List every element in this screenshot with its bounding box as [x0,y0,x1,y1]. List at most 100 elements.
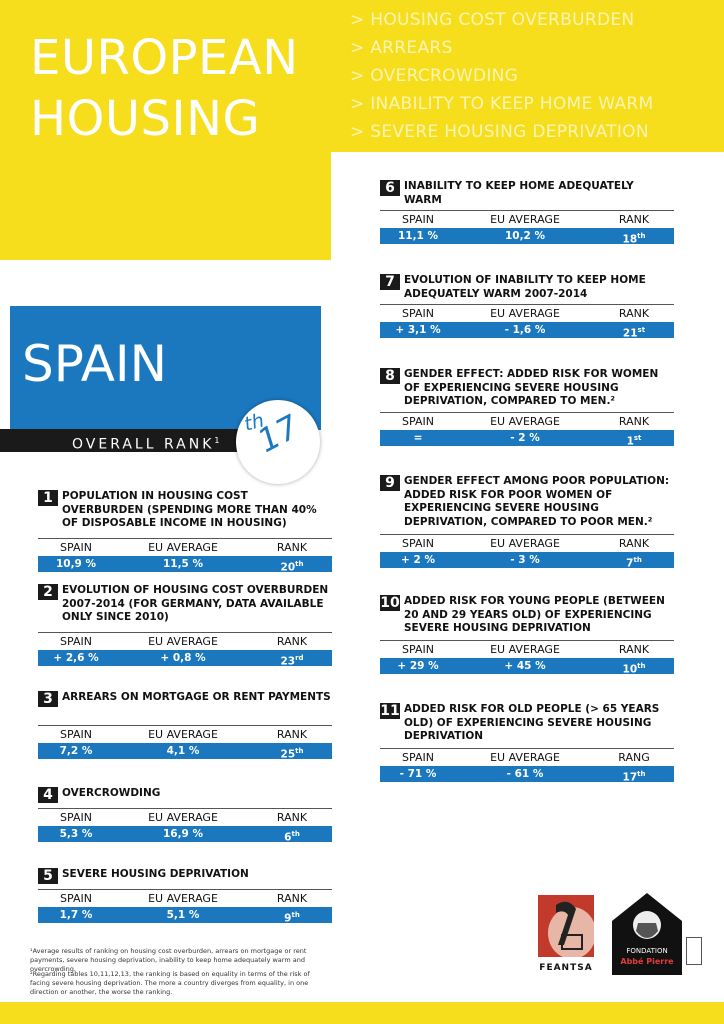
indicator-title: INABILITY TO KEEP HOME ADEQUATELY WARM [404,180,634,206]
indicator-column-headers: SPAIN EU AVERAGE RANK [38,632,332,650]
value-country: 5,3 % [59,828,93,840]
indicator-title: GENDER EFFECT AMONG POOR POPULATION: ADD… [404,475,670,528]
indicator-header: 2 EVOLUTION OF HOUSING COST OVERBURDEN 20… [38,584,332,632]
title-line-2: HOUSING [30,91,261,147]
indicator-column-headers: SPAIN EU AVERAGE RANK [38,538,332,556]
value-country: = [413,432,423,444]
indicator-values: - 71 % - 61 % 17th [380,766,674,784]
indicator-block: 3 ARREARS ON MORTGAGE OR RENT PAYMENTS SPA… [38,691,332,761]
col-header-rank: RANK [276,811,308,824]
indicator-header: 7 EVOLUTION OF INABILITY TO KEEP HOME ADE… [380,274,674,304]
house-logo-icon [612,893,682,975]
indicator-column-headers: SPAIN EU AVERAGE RANK [380,534,674,552]
rank-number: 21 [622,327,638,340]
indicator-number: 5 [38,868,58,884]
indicator-values: + 29 % + 45 % 10th [380,658,674,676]
value-rank: 7th [602,552,666,572]
rank-number: 9 [284,912,292,925]
title-line-4: INDEX [30,210,183,266]
col-header-rank: RANK [618,415,650,428]
indicator-column-headers: SPAIN EU AVERAGE RANK [38,808,332,826]
value-rank: 23rd [260,650,324,670]
footer-band [0,1002,724,1024]
value-country: + 29 % [397,660,439,672]
rank-suffix: rd [295,654,304,662]
dimension-item: > SEVERE HOUSING DEPRIVATION [350,122,649,142]
header-band [0,0,724,152]
indicator-block: 7 EVOLUTION OF INABILITY TO KEEP HOME ADE… [380,274,674,340]
indicator-column-headers: SPAIN EU AVERAGE RANG [380,748,674,766]
indicator-header: 9 GENDER EFFECT AMONG POOR POPULATION: AD… [380,475,674,534]
indicator-block: 4 OVERCROWDING SPAIN EU AVERAGE RANK 5,3 % 16,… [38,787,332,844]
indicator-values: 7,2 % 4,1 % 25th [38,743,332,761]
rank-suffix: th [291,830,300,838]
col-header-country: SPAIN [402,307,434,320]
indicator-header: 10 ADDED RISK FOR YOUNG PEOPLE (BETWEEN 2… [380,595,674,640]
value-eu-average: - 1,6 % [504,324,546,336]
value-country: 10,9 % [55,558,97,570]
value-eu-average: 11,5 % [162,558,204,570]
col-header-eu-average: EU AVERAGE [490,751,560,764]
fap-line-2: Abbé Pierre [620,957,674,966]
footnote-2: ²Regarding tables 10,11,12,13, the ranki… [30,970,310,996]
rank-suffix: th [291,911,300,919]
rank-number: 6 [284,831,292,844]
col-header-rank: RANK [276,728,308,741]
value-rank: 10th [602,658,666,678]
rank-number: 1 [626,435,634,448]
indicator-block: 9 GENDER EFFECT AMONG POOR POPULATION: AD… [380,475,674,570]
rank-number: 10 [622,663,638,676]
indicator-values: = - 2 % 1st [380,430,674,448]
value-rank: 1st [602,430,666,450]
col-header-eu-average: EU AVERAGE [148,728,218,741]
value-country: 7,2 % [59,745,93,757]
indicator-header: 5 SEVERE HOUSING DEPRIVATION [38,868,332,889]
feantsa-logo-mark [538,895,596,959]
indicator-values: + 2,6 % + 0,8 % 23rd [38,650,332,668]
col-header-rank: RANK [276,892,308,905]
rank-suffix: th [637,770,646,778]
col-header-eu-average: EU AVERAGE [490,415,560,428]
value-eu-average: 4,1 % [166,745,200,757]
indicator-values: + 3,1 % - 1,6 % 21st [380,322,674,340]
value-eu-average: + 45 % [504,660,546,672]
indicator-number: 7 [380,274,400,290]
value-rank: 9th [260,907,324,927]
value-country: - 71 % [399,768,437,780]
feantsa-logo-text: FEANTSA [539,963,593,973]
indicator-header: 6 INABILITY TO KEEP HOME ADEQUATELY WARM [380,180,674,210]
value-country: 1,7 % [59,909,93,921]
col-header-eu-average: EU AVERAGE [148,892,218,905]
indicator-block: 10 ADDED RISK FOR YOUNG PEOPLE (BETWEEN 2… [380,595,674,676]
dimension-list: > HOUSING COST OVERBURDEN > ARREARS > OV… [350,6,653,146]
overall-rank-bar: OVERALL RANK1 [0,429,262,453]
value-eu-average: 16,9 % [162,828,204,840]
value-country: + 2 % [401,554,435,566]
indicator-values: 11,1 % 10,2 % 18th [380,228,674,246]
indicator-block: 8 GENDER EFFECT: ADDED RISK FOR WOMEN OF … [380,368,674,448]
indicator-column-headers: SPAIN EU AVERAGE RANK [38,725,332,743]
indicator-title: ADDED RISK FOR OLD PEOPLE (> 65 YEARS OL… [404,703,660,742]
col-header-country: SPAIN [402,537,434,550]
indicator-column-headers: SPAIN EU AVERAGE RANK [380,210,674,228]
indicator-header: 11 ADDED RISK FOR OLD PEOPLE (> 65 YEARS … [380,703,674,748]
indicator-number: 3 [38,691,58,707]
value-country: + 3,1 % [395,324,441,336]
title-band [0,152,331,260]
rank-number: 23 [280,655,296,668]
indicator-number: 9 [380,475,400,491]
footnote-1: ¹Average results of ranking on housing c… [30,947,307,973]
indicator-number: 10 [380,595,400,611]
rank-suffix: th [637,232,646,240]
indicator-title: EVOLUTION OF INABILITY TO KEEP HOME ADEQ… [404,274,646,300]
col-header-eu-average: EU AVERAGE [490,307,560,320]
col-header-rank: RANG [618,751,650,764]
indicator-block: 5 SEVERE HOUSING DEPRIVATION SPAIN EU AVERA… [38,868,332,925]
indicator-header: 8 GENDER EFFECT: ADDED RISK FOR WOMEN OF … [380,368,674,412]
col-header-country: SPAIN [60,635,92,648]
indicator-block: 6 INABILITY TO KEEP HOME ADEQUATELY WARM S… [380,180,674,246]
indicator-header: 3 ARREARS ON MORTGAGE OR RENT PAYMENTS [38,691,332,725]
overall-rank-label: OVERALL RANK1 [72,429,219,457]
